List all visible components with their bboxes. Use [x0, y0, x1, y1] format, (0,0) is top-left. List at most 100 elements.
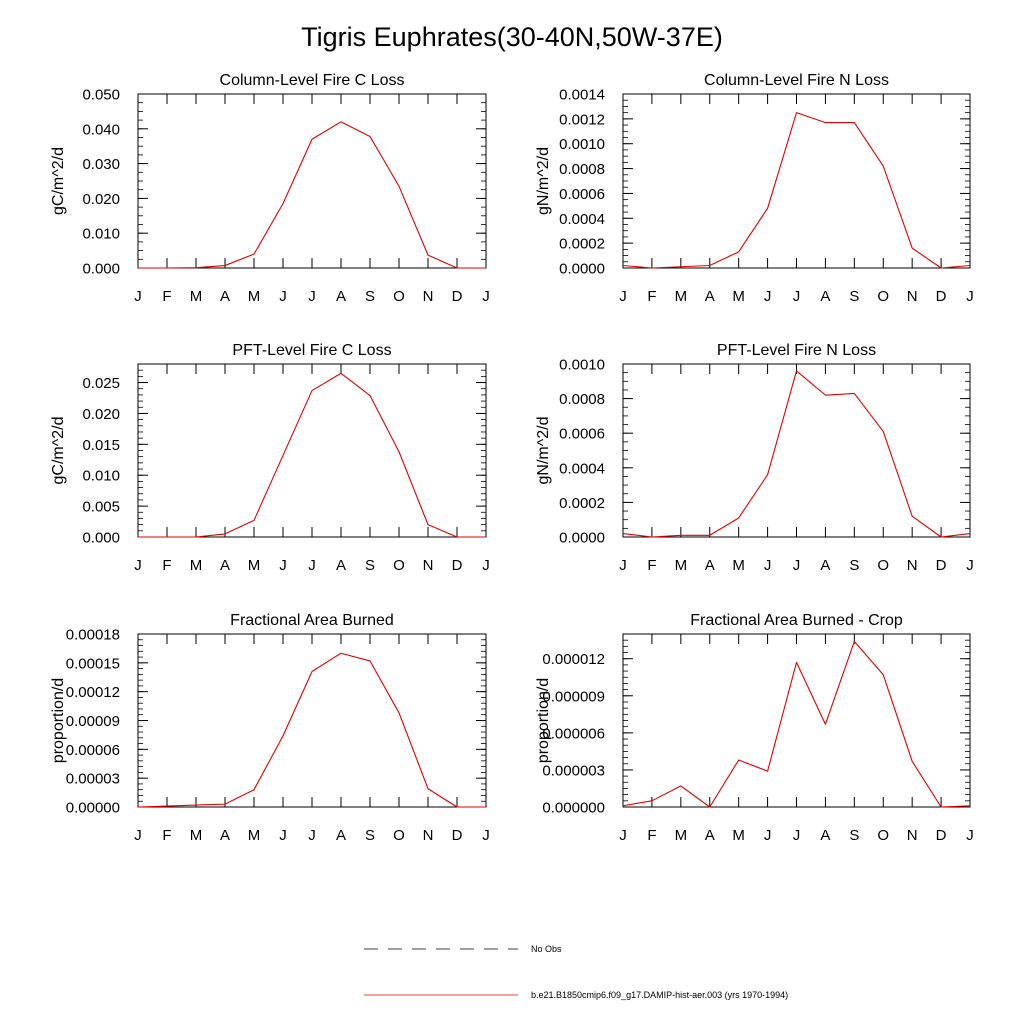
x-tick-label: D [452, 827, 463, 844]
x-tick-label: J [134, 557, 142, 574]
x-tick-label: J [966, 827, 974, 844]
x-tick-label: D [936, 827, 947, 844]
y-tick-label: 0.000009 [542, 688, 605, 705]
x-tick-label: J [619, 288, 627, 305]
y-axis-label: gN/m^2/d [535, 147, 552, 215]
x-tick-label: D [936, 288, 947, 305]
x-tick-label: J [308, 557, 316, 574]
x-tick-label: A [220, 557, 230, 574]
plot-frame [137, 93, 487, 269]
x-tick-label: N [423, 288, 434, 305]
x-tick-label: A [705, 288, 715, 305]
x-tick-label: J [619, 827, 627, 844]
x-tick-label: A [705, 557, 715, 574]
y-tick-label: 0.00009 [66, 713, 120, 730]
x-tick-label: N [907, 827, 918, 844]
y-tick-label: 0.020 [82, 191, 120, 208]
x-tick-label: J [619, 557, 627, 574]
x-tick-label: F [162, 557, 171, 574]
x-tick-label: M [732, 557, 745, 574]
y-tick-label: 0.010 [82, 468, 120, 485]
y-tick-label: 0.050 [82, 87, 120, 104]
x-tick-label: J [764, 827, 772, 844]
x-tick-label: O [877, 288, 889, 305]
x-tick-label: M [732, 827, 745, 844]
x-tick-label: F [647, 288, 656, 305]
x-tick-label: D [452, 288, 463, 305]
y-tick-label: 0.010 [82, 226, 120, 243]
y-tick-label: 0.00018 [66, 627, 120, 644]
panel-title: PFT-Level Fire N Loss [717, 342, 876, 359]
panel-title: Column-Level Fire C Loss [220, 72, 405, 89]
y-tick-label: 0.005 [82, 499, 120, 516]
x-tick-label: A [220, 827, 230, 844]
x-tick-label: N [907, 557, 918, 574]
x-tick-label: J [793, 827, 801, 844]
plot-frame [622, 633, 971, 808]
x-tick-label: O [393, 557, 405, 574]
y-tick-label: 0.0006 [559, 426, 605, 443]
y-tick-label: 0.030 [82, 156, 120, 173]
x-tick-label: J [793, 557, 801, 574]
y-tick-label: 0.040 [82, 121, 120, 138]
y-tick-label: 0.0004 [559, 460, 605, 477]
y-axis-label: gN/m^2/d [535, 417, 552, 485]
y-axis-label: gC/m^2/d [50, 147, 67, 215]
x-tick-label: O [877, 827, 889, 844]
x-tick-label: M [248, 288, 261, 305]
y-tick-label: 0.000 [82, 261, 120, 278]
series-line [137, 652, 486, 808]
y-tick-label: 0.00006 [66, 742, 120, 759]
x-tick-label: S [365, 288, 375, 305]
x-tick-label: S [849, 827, 859, 844]
x-tick-label: A [220, 288, 230, 305]
x-tick-label: J [308, 288, 316, 305]
y-tick-label: 0.025 [82, 375, 120, 392]
y-tick-label: 0.000 [82, 530, 120, 547]
y-tick-label: 0.0014 [559, 87, 605, 104]
legend-model-run-label: b.e21.B1850cmip6.f09_g17.DAMIP-hist-aer.… [531, 990, 789, 1000]
x-tick-label: O [393, 288, 405, 305]
y-tick-label: 0.0000 [559, 261, 605, 278]
legend-no-obs-label: No Obs [531, 944, 562, 954]
y-tick-label: 0.0004 [559, 211, 605, 228]
x-tick-label: M [190, 288, 203, 305]
x-tick-label: N [423, 827, 434, 844]
x-tick-label: M [732, 288, 745, 305]
x-tick-label: A [820, 827, 830, 844]
series-line [622, 640, 971, 808]
x-tick-label: F [162, 288, 171, 305]
plot-frame [622, 363, 971, 538]
x-tick-label: O [877, 557, 889, 574]
y-tick-label: 0.0002 [559, 236, 605, 253]
x-tick-label: M [190, 557, 203, 574]
y-tick-label: 0.0002 [559, 495, 605, 512]
panel-title: Column-Level Fire N Loss [704, 72, 889, 89]
x-tick-label: J [793, 288, 801, 305]
x-tick-label: N [907, 288, 918, 305]
series-line [138, 372, 486, 538]
y-axis-label: proportion/d [535, 678, 552, 763]
y-tick-label: 0.000000 [542, 800, 605, 817]
y-tick-label: 0.0008 [559, 161, 605, 178]
x-tick-label: F [647, 827, 656, 844]
legend-no-obs-swatch [364, 948, 518, 950]
y-tick-label: 0.0010 [559, 136, 605, 153]
x-tick-label: D [452, 557, 463, 574]
y-tick-label: 0.0012 [559, 111, 605, 128]
plot-frame [137, 633, 487, 808]
y-axis-label: gC/m^2/d [50, 417, 67, 485]
y-tick-label: 0.0008 [559, 391, 605, 408]
legend-model-run-swatch [364, 994, 518, 996]
y-tick-label: 0.000003 [542, 762, 605, 779]
y-tick-label: 0.00003 [66, 771, 120, 788]
series-line [138, 121, 486, 269]
y-tick-label: 0.0000 [559, 530, 605, 547]
x-tick-label: J [482, 288, 490, 305]
y-tick-label: 0.00015 [66, 655, 120, 672]
x-tick-label: J [966, 288, 974, 305]
